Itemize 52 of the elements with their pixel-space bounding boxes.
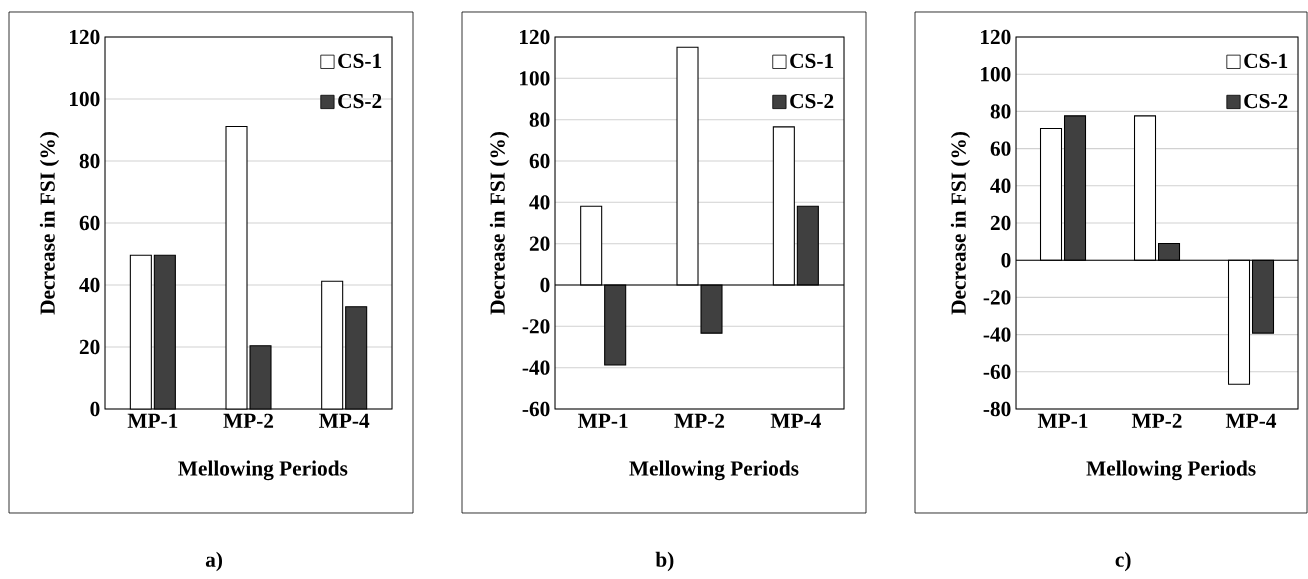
x-tick-label: MP-4 [770, 413, 821, 428]
y-tick-label: 20 [79, 339, 100, 355]
legend-label: CS-2 [790, 93, 834, 109]
y-tick-label: 60 [79, 215, 100, 231]
y-tick-label: -40 [522, 360, 550, 375]
legend-label: CS-2 [338, 93, 382, 109]
x-tick-label: MP-2 [223, 413, 274, 428]
y-tick-label: 100 [70, 91, 100, 107]
x-tick-label: MP-2 [1131, 413, 1182, 428]
y-tick-label: -20 [522, 319, 550, 334]
x-tick-label: MP-1 [1037, 413, 1088, 428]
text: b) [655, 551, 674, 572]
y-tick-label: 60 [990, 141, 1011, 156]
x-tick-label: MP-2 [674, 413, 725, 428]
x-tick-label: MP-4 [1225, 413, 1277, 428]
x-axis-title: Mellowing Periods [1086, 460, 1256, 481]
x-tick-label: MP-1 [578, 413, 628, 428]
legend-label: CS-2 [1244, 93, 1288, 109]
y-tick-label: -20 [983, 290, 1011, 305]
legend-label: CS-1 [338, 53, 382, 69]
y-tick-label: 100 [981, 67, 1011, 82]
legend-label: CS-1 [790, 53, 834, 69]
text: a) [205, 551, 223, 572]
y-tick-label: 0 [540, 277, 550, 293]
y-tick-label: 0 [90, 401, 100, 417]
x-axis-title: Mellowing Periods [629, 460, 799, 481]
y-tick-label: 40 [529, 195, 550, 210]
y-tick-label: 40 [79, 277, 100, 293]
y-tick-label: 80 [79, 153, 100, 169]
y-tick-label: -60 [522, 401, 550, 417]
x-axis-title: Mellowing Periods [178, 460, 348, 481]
y-tick-label: 40 [990, 178, 1011, 193]
y-tick-label: 20 [529, 236, 550, 251]
y-tick-label: 80 [990, 104, 1011, 119]
legend-label: CS-1 [1244, 53, 1288, 69]
y-tick-label: 20 [990, 215, 1011, 231]
y-tick-label: -40 [983, 327, 1011, 342]
y-axis-title: Decrease in FSI (%) [39, 132, 60, 315]
y-axis-title: Decrease in FSI (%) [950, 132, 971, 315]
y-axis-title: Decrease in FSI (%) [489, 132, 510, 315]
y-tick-label: 120 [981, 29, 1011, 45]
y-tick-label: 120 [70, 29, 100, 45]
x-tick-label: MP-1 [127, 413, 178, 428]
y-tick-label: -80 [983, 401, 1011, 417]
text: c) [1115, 551, 1131, 572]
y-tick-label: 60 [529, 153, 550, 169]
y-tick-label: 80 [529, 112, 550, 127]
y-tick-label: 0 [1001, 253, 1011, 268]
x-tick-label: MP-4 [319, 413, 370, 428]
y-tick-label: 120 [520, 29, 550, 45]
y-tick-label: -60 [983, 364, 1011, 379]
y-tick-label: 100 [520, 71, 550, 86]
